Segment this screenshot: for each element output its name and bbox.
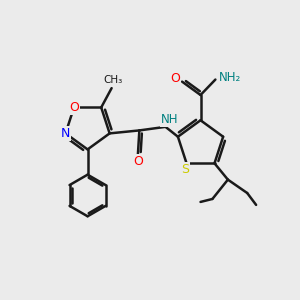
Text: N: N — [61, 127, 70, 140]
Text: O: O — [171, 72, 181, 85]
Text: CH₃: CH₃ — [103, 75, 123, 85]
Text: O: O — [69, 101, 79, 114]
Text: NH: NH — [161, 113, 179, 126]
Text: S: S — [181, 163, 189, 176]
Text: O: O — [133, 155, 143, 168]
Text: NH₂: NH₂ — [219, 71, 241, 84]
